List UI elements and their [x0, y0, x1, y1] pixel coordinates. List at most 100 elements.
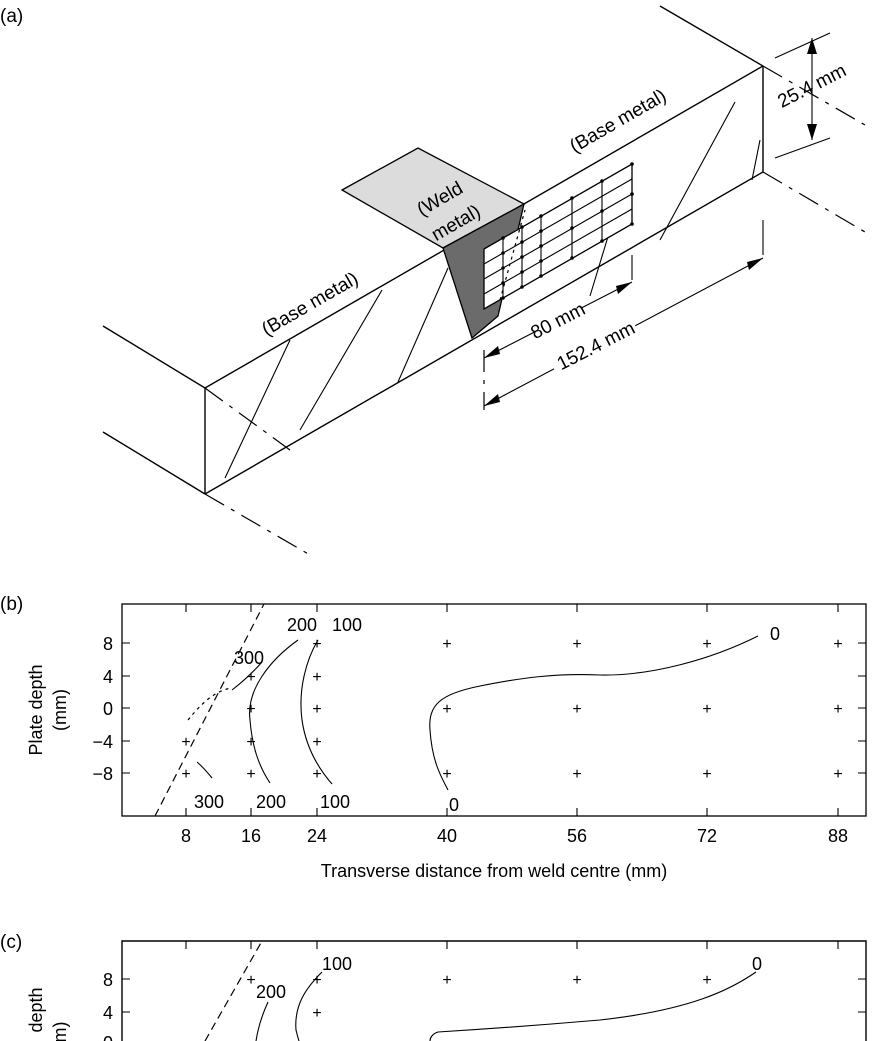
- x-tick-label: 24: [307, 826, 327, 846]
- contour-label: 0: [449, 795, 459, 815]
- measurement-grid: [483, 162, 634, 311]
- hatch-line: [224, 339, 291, 479]
- y-tick-label: 4: [103, 1003, 113, 1023]
- contour-300: [196, 761, 213, 779]
- contour-label: 200: [287, 615, 317, 635]
- panel-c-label: (c): [0, 932, 22, 953]
- contour-0: [429, 971, 757, 1041]
- y-ticks-right: [858, 978, 866, 1013]
- measurement-point: +: [702, 766, 711, 783]
- y-ticks: [122, 978, 130, 1013]
- dim-thickness-ext: [774, 32, 831, 59]
- plate-back-edge: [659, 5, 764, 67]
- x-axis: 8 16 24 40 56 72 88 Transverse distance …: [181, 604, 848, 881]
- extension-line: [762, 65, 866, 126]
- measurement-point: +: [246, 734, 255, 751]
- arrowhead: [807, 124, 817, 140]
- x-tick-label: 72: [697, 826, 717, 846]
- plot-frame: [121, 940, 867, 1041]
- contour-200: [249, 639, 299, 784]
- measurement-point: +: [833, 636, 842, 653]
- x-tick-label: 8: [181, 826, 191, 846]
- x-axis-title: Transverse distance from weld centre (mm…: [321, 861, 667, 881]
- measurement-point: +: [181, 734, 190, 751]
- contour-labels: 200 100 0: [256, 954, 762, 1002]
- y-tick-label: 0: [103, 699, 113, 719]
- measurement-point: +: [572, 766, 581, 783]
- x-ticks: [185, 808, 839, 816]
- y-tick-label: 8: [103, 970, 113, 990]
- y-tick-label: 4: [103, 667, 113, 687]
- contour-label: 200: [256, 792, 286, 812]
- measurement-point: +: [572, 701, 581, 718]
- x-tick-label: 88: [828, 826, 848, 846]
- hatch-line: [659, 101, 736, 241]
- plate-bottom-edge: [204, 171, 764, 495]
- x-ticks-top: [185, 941, 839, 949]
- contour-300-dotted: [187, 687, 233, 721]
- dim-80-label: 80 mm: [528, 299, 589, 344]
- fusion-line: [499, 209, 526, 301]
- measurement-point: +: [312, 1005, 321, 1022]
- x-ticks-top: [185, 604, 839, 612]
- measurement-point: +: [246, 766, 255, 783]
- contour-labels: 300 200 100 0 300 200 100 0: [194, 615, 780, 815]
- arrowhead: [616, 282, 632, 294]
- measurement-point: +: [442, 972, 451, 989]
- y-axis-title-line2: (mm): [50, 689, 70, 731]
- contour-100: [300, 639, 333, 785]
- contour-label: 300: [234, 648, 264, 668]
- x-ticks-top: [185, 941, 839, 949]
- contour-0: [429, 635, 759, 791]
- arrowhead: [484, 394, 500, 406]
- measurement-points: + + + + + +: [246, 972, 711, 1022]
- measurement-point: +: [312, 669, 321, 686]
- dim-thickness-ext: [774, 137, 831, 159]
- base-metal-right-label: (Base metal): [566, 85, 670, 157]
- plate-back-edge: [102, 431, 206, 495]
- grid-rows: [483, 178, 633, 295]
- measurement-point: +: [312, 734, 321, 751]
- measurement-point: +: [702, 636, 711, 653]
- extension-line: [762, 171, 866, 233]
- y-axis-title-line1: depth: [26, 987, 46, 1032]
- y-ticks-right: [858, 642, 866, 774]
- y-ticks: [122, 642, 130, 774]
- contour-200: [255, 1001, 269, 1041]
- measurement-point: +: [442, 701, 451, 718]
- arrowhead: [807, 38, 817, 54]
- measurement-point: +: [442, 766, 451, 783]
- measurement-point: +: [246, 701, 255, 718]
- contour-label: 100: [332, 615, 362, 635]
- y-axis-title-line1: Plate depth: [26, 664, 46, 755]
- measurement-point: +: [312, 701, 321, 718]
- grid-points: [501, 162, 634, 300]
- hatch-line: [751, 139, 761, 181]
- hatch-line: [299, 289, 383, 431]
- measurement-point: +: [572, 636, 581, 653]
- contour-label: 0: [770, 624, 780, 644]
- y-axis: 8 4 0 depth m): [26, 970, 866, 1041]
- contour-label: 300: [194, 792, 224, 812]
- extension-line: [204, 387, 291, 451]
- measurement-point: +: [312, 636, 321, 653]
- x-tick-label: 56: [567, 826, 587, 846]
- measurement-points: + + + + + + + + + + + + + + + + + + + + …: [181, 636, 842, 783]
- panel-a-label: (a): [0, 6, 23, 27]
- contour-100: [295, 971, 323, 1041]
- y-axis: 8 4 0 −4 −8 Plate depth (mm): [26, 634, 866, 784]
- hatch-line: [589, 229, 611, 297]
- measurement-point: +: [442, 636, 451, 653]
- contour-label: 100: [322, 954, 352, 974]
- panel-c: (c) 8 4 0 depth m) + + + + + +: [0, 932, 867, 1041]
- measurement-point: +: [312, 766, 321, 783]
- measurement-point: +: [833, 701, 842, 718]
- hatch-line: [397, 267, 449, 383]
- y-tick-label: −4: [92, 732, 113, 752]
- dim-label-bg: [548, 315, 640, 377]
- y-tick-label: −8: [92, 764, 113, 784]
- y-tick-label: 8: [103, 634, 113, 654]
- plot-frame: [121, 603, 867, 817]
- contour-label: 0: [752, 954, 762, 974]
